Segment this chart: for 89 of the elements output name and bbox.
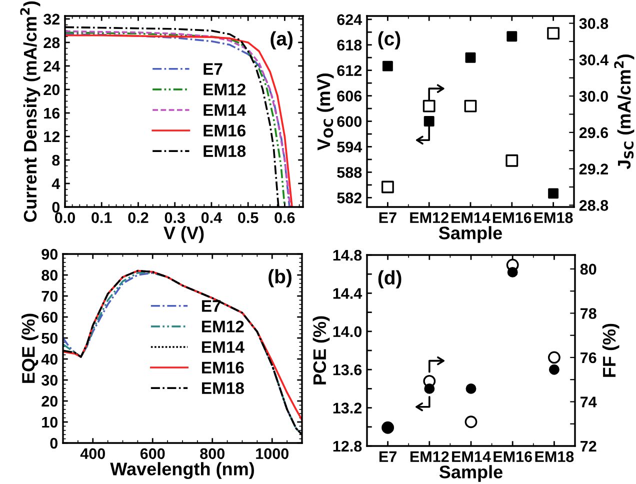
y2-tick-label: 30.8 — [579, 18, 608, 29]
x-axis-title: Sample — [439, 465, 502, 482]
y-axis-title: V$_{OC}$ (mV) — [316, 74, 334, 150]
y-tick-label: 24 — [44, 60, 60, 72]
x-tick-label: EM16 — [494, 451, 532, 462]
legend-label: EM12 — [202, 320, 244, 332]
y-tick-label: 70 — [42, 290, 58, 302]
y-tick-label: 582 — [337, 192, 362, 204]
x-tick-label: 0.0 — [54, 212, 75, 224]
x-tick-label: 0.3 — [164, 212, 185, 224]
y2-tick-label: 76 — [580, 352, 596, 364]
y-tick-label: 0 — [52, 202, 60, 213]
y-tick-label: 40 — [41, 354, 58, 365]
annotation: (d) — [378, 270, 402, 288]
legend-label: EM18 — [202, 382, 244, 394]
x-tick-label: 400 — [80, 448, 105, 460]
y-tick-label: 16 — [44, 108, 60, 119]
y-tick-label: 13.6 — [333, 364, 362, 376]
y2-tick-label: 28.8 — [579, 200, 608, 211]
x-axis-title: Wavelength (nm) — [110, 462, 254, 480]
x-tick-label: 0.1 — [92, 212, 112, 224]
x-tick-label: EM12 — [410, 212, 448, 223]
x-tick-label: 0.6 — [274, 212, 295, 224]
y2-tick-label: 78 — [580, 308, 596, 319]
y2-tick-label: 80 — [580, 264, 596, 275]
y-tick-label: 60 — [42, 312, 58, 323]
y2-tick-label: 72 — [580, 440, 596, 452]
y-tick-label: 50 — [42, 332, 58, 344]
y-tick-label: 624 — [337, 14, 362, 26]
legend-label: E7 — [204, 63, 222, 75]
y2-tick-label: 29.2 — [579, 164, 608, 174]
legend-label: EM14 — [204, 104, 246, 116]
x-tick-label: EM18 — [535, 451, 574, 462]
x-tick-label: EM14 — [452, 212, 490, 223]
x-tick-label: EM14 — [452, 451, 491, 462]
y-tick-label: 80 — [42, 270, 58, 281]
y-tick-label: 20 — [44, 84, 60, 96]
x-tick-label: E7 — [379, 212, 396, 223]
y-tick-label: 4 — [52, 178, 60, 190]
x-tick-label: E7 — [379, 451, 396, 462]
legend-label: EM16 — [204, 124, 246, 137]
y-tick-label: 612 — [337, 65, 362, 76]
x-axis-title: Sample — [438, 226, 502, 243]
y-tick-label: 12.8 — [333, 440, 362, 452]
x-tick-label: 1000 — [256, 448, 288, 460]
y-tick-label: 618 — [337, 40, 362, 51]
y-tick-label: 30 — [42, 374, 58, 386]
x-tick-label: 800 — [200, 448, 224, 460]
y-tick-label: 14.0 — [333, 326, 362, 338]
x-tick-label: EM16 — [492, 212, 532, 224]
y-tick-label: 600 — [337, 116, 362, 127]
y-axis-title: Current Density (mA/cm$^{2}$) — [20, 1, 40, 222]
annotation: (b) — [268, 269, 292, 288]
y-tick-label: 10 — [42, 416, 58, 428]
y-tick-label: 8 — [52, 154, 60, 166]
y-tick-label: 32 — [44, 14, 60, 25]
legend-label: E7 — [202, 300, 221, 312]
legend-label: EM16 — [202, 362, 244, 374]
y-tick-label: 20 — [42, 396, 58, 407]
legend-label: EM14 — [202, 341, 244, 353]
y-tick-label: 14.4 — [333, 288, 362, 299]
y-tick-label: 13.2 — [333, 402, 362, 414]
y-tick-label: 90 — [42, 248, 58, 260]
y2-tick-label: 74 — [580, 396, 597, 408]
y-tick-label: 606 — [337, 90, 362, 102]
y-tick-label: 12 — [44, 131, 60, 142]
legend-label: EM12 — [204, 84, 246, 96]
annotation: (c) — [378, 31, 400, 50]
y2-tick-label: 29.6 — [579, 127, 608, 138]
x-tick-label: 0.5 — [238, 212, 258, 224]
x-tick-label: EM18 — [534, 212, 573, 224]
x-tick-label: 0.4 — [201, 212, 222, 224]
y-tick-label: 28 — [44, 37, 60, 48]
y-tick-label: 0 — [50, 438, 58, 449]
y2-axis-title: J$_{SC}$ (mA/cm$^{2}$) — [614, 54, 634, 170]
x-tick-label: 600 — [140, 448, 165, 460]
y-tick-label: 594 — [337, 142, 362, 152]
y2-tick-label: 30.0 — [579, 90, 608, 102]
y-tick-label: 588 — [337, 167, 362, 178]
x-axis-title: V (V) — [164, 226, 204, 243]
x-tick-label: EM12 — [410, 451, 449, 462]
y-axis-title: PCE (%) — [312, 316, 330, 384]
x-tick-label: 0.2 — [128, 212, 148, 224]
legend-label: EM18 — [204, 145, 246, 158]
annotation: (a) — [270, 31, 293, 50]
y-tick-label: 14.8 — [333, 250, 362, 261]
y-axis-title: EQE (%) — [22, 314, 38, 383]
y2-tick-label: 30.4 — [579, 54, 609, 66]
y2-axis-title: FF (%) — [602, 324, 620, 377]
